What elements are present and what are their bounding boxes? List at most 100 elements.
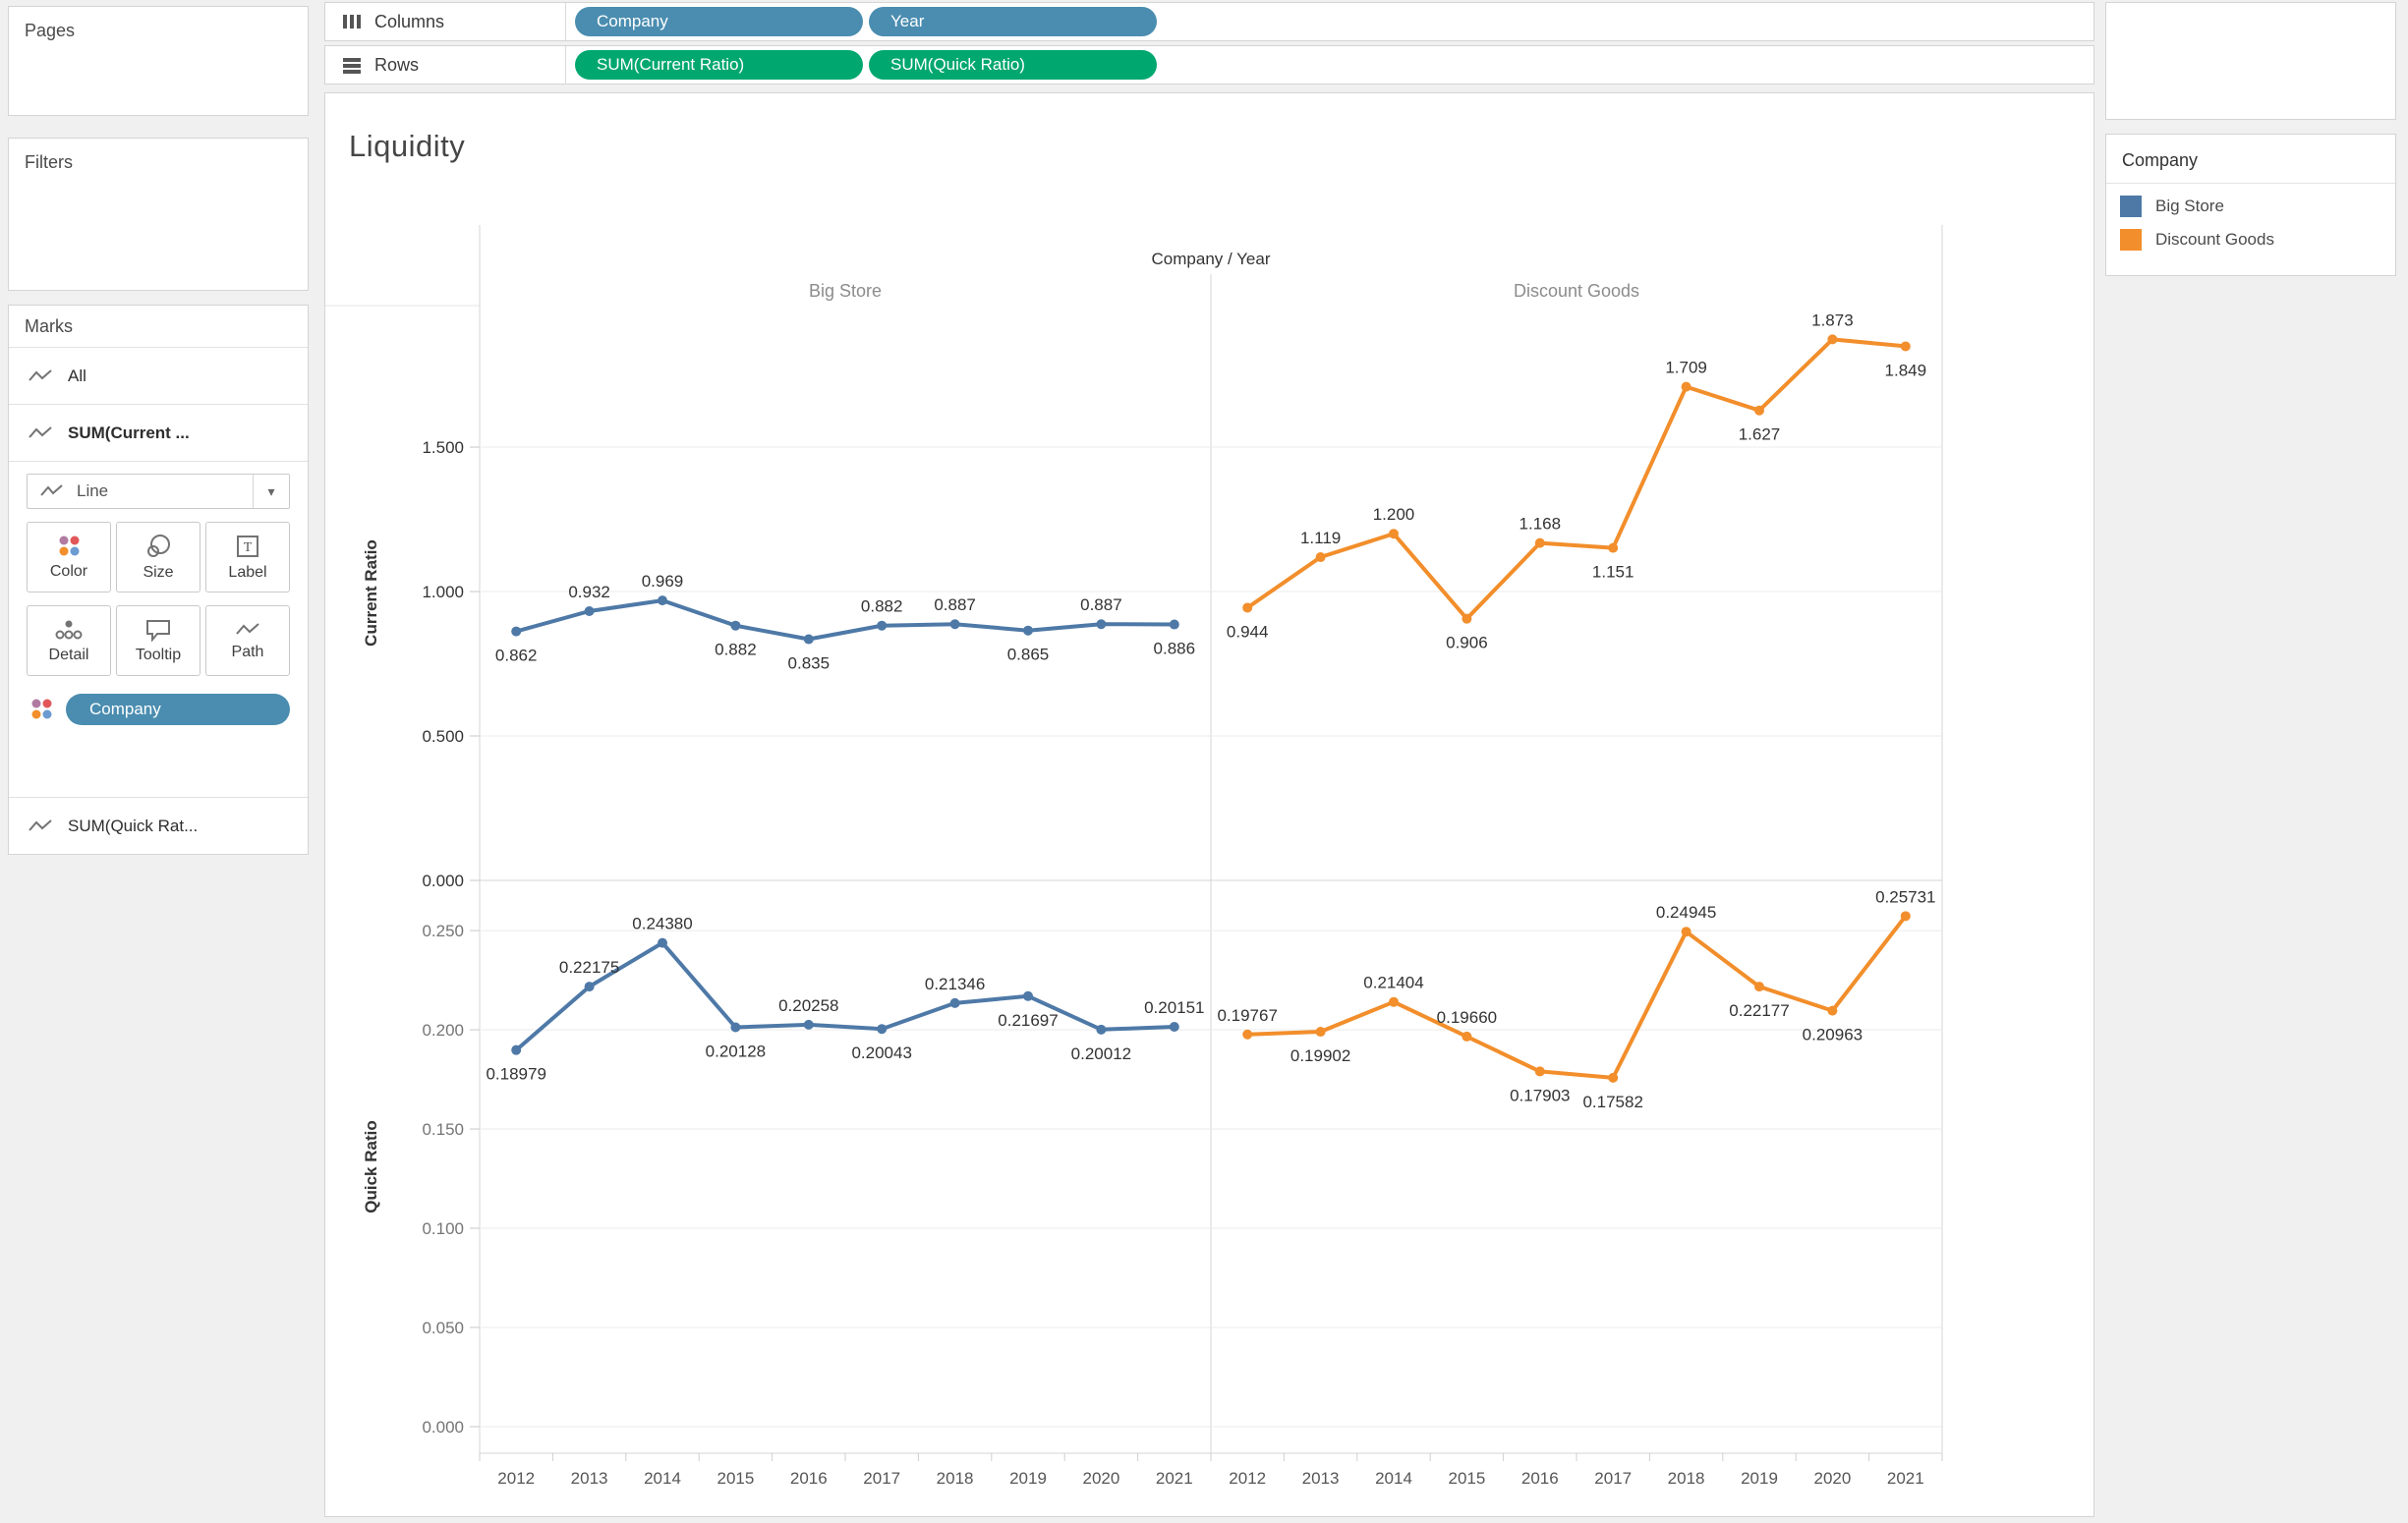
x-tick-label: 2018 <box>937 1469 974 1488</box>
data-point[interactable] <box>584 982 595 992</box>
x-tick-label: 2017 <box>863 1469 900 1488</box>
data-point[interactable] <box>1096 619 1107 630</box>
data-point[interactable] <box>1462 1031 1472 1042</box>
data-point[interactable] <box>1023 625 1033 636</box>
data-label: 0.17582 <box>1582 1093 1642 1111</box>
data-point[interactable] <box>1315 552 1326 563</box>
y-tick-label: 0.500 <box>422 727 464 746</box>
liquidity-chart[interactable]: Company / Year Big Store Discount Goods 0.0… <box>325 93 2093 1516</box>
data-point[interactable] <box>1023 990 1033 1001</box>
data-point[interactable] <box>1534 1066 1545 1077</box>
data-point[interactable] <box>1900 341 1911 352</box>
data-point[interactable] <box>1681 381 1691 392</box>
data-label: 0.19767 <box>1217 1006 1277 1025</box>
data-point[interactable] <box>1169 619 1179 630</box>
data-label: 0.20128 <box>706 1042 766 1060</box>
data-point[interactable] <box>658 937 667 948</box>
data-point[interactable] <box>1169 1022 1179 1033</box>
data-point[interactable] <box>1242 1029 1253 1040</box>
data-point[interactable] <box>877 1024 888 1035</box>
data-point[interactable] <box>658 595 667 606</box>
columns-shelf[interactable]: Columns Company Year <box>324 2 2094 41</box>
filters-shelf[interactable]: Filters <box>8 138 309 291</box>
pill-company[interactable]: Company <box>575 7 863 36</box>
series-line-discount-goods[interactable] <box>1245 914 1908 1080</box>
pill-sum-current-ratio[interactable]: SUM(Current Ratio) <box>575 50 863 80</box>
data-point[interactable] <box>1315 1027 1326 1038</box>
data-point[interactable] <box>1608 542 1619 553</box>
data-point[interactable] <box>584 606 595 617</box>
legend-item-discount-goods[interactable]: Discount Goods <box>2106 229 2395 251</box>
data-label: 0.22177 <box>1729 1001 1789 1020</box>
y-axis-title: Current Ratio <box>362 539 380 647</box>
data-label: 0.20151 <box>1144 998 1204 1017</box>
series-line-discount-goods[interactable] <box>1245 337 1908 621</box>
data-point[interactable] <box>949 997 960 1008</box>
data-label: 0.22175 <box>559 958 619 977</box>
series-line-big-store[interactable] <box>514 598 1176 642</box>
marks-company-pill[interactable]: Company <box>66 694 290 725</box>
data-point[interactable] <box>1681 927 1691 937</box>
legend-item-label: Discount Goods <box>2155 230 2274 249</box>
mark-type-dropdown[interactable]: Line ▾ <box>27 474 290 509</box>
chevron-down-icon[interactable]: ▾ <box>253 475 289 508</box>
size-button[interactable]: Size <box>116 522 201 592</box>
path-button[interactable]: Path <box>205 605 290 676</box>
data-label: 0.21346 <box>925 975 985 993</box>
data-point[interactable] <box>1462 613 1472 624</box>
facet-label: Discount Goods <box>1514 281 1639 301</box>
data-point[interactable] <box>1242 602 1253 613</box>
data-point[interactable] <box>1754 982 1764 992</box>
label-button[interactable]: T Label <box>205 522 290 592</box>
data-point[interactable] <box>1534 537 1545 548</box>
filters-title: Filters <box>25 152 73 172</box>
data-point[interactable] <box>1389 996 1399 1007</box>
data-point[interactable] <box>1608 1072 1619 1083</box>
x-tick-label: 2019 <box>1009 1469 1047 1488</box>
y-axis-title: Quick Ratio <box>362 1120 380 1213</box>
data-label: 0.887 <box>1080 595 1122 614</box>
big-store-swatch[interactable] <box>2120 196 2142 217</box>
marks-item-all[interactable]: All <box>9 347 308 404</box>
line-mark-icon <box>29 425 52 438</box>
data-label: 1.168 <box>1519 515 1562 534</box>
rows-shelf[interactable]: Rows SUM(Current Ratio) SUM(Quick Ratio) <box>324 45 2094 85</box>
pill-year[interactable]: Year <box>869 7 1157 36</box>
y-tick-label: 0.000 <box>422 1418 464 1437</box>
data-point[interactable] <box>1900 911 1911 922</box>
x-tick-label: 2020 <box>1813 1469 1851 1488</box>
rows-shelf-text: Rows <box>374 54 420 75</box>
pages-shelf[interactable]: Pages <box>8 6 309 116</box>
tooltip-button[interactable]: Tooltip <box>116 605 201 676</box>
legend-item-big-store[interactable]: Big Store <box>2106 196 2395 217</box>
data-point[interactable] <box>1827 334 1838 345</box>
data-label: 0.17903 <box>1510 1086 1570 1104</box>
y-tick-label: 0.000 <box>422 872 464 890</box>
data-label: 0.20043 <box>851 1044 911 1062</box>
discount-goods-swatch[interactable] <box>2120 229 2142 251</box>
pill-sum-quick-ratio[interactable]: SUM(Quick Ratio) <box>869 50 1157 80</box>
legend-title: Company <box>2106 135 2395 184</box>
data-label: 0.882 <box>861 597 903 616</box>
data-point[interactable] <box>877 620 888 631</box>
data-point[interactable] <box>511 626 522 637</box>
color-button[interactable]: Color <box>27 522 111 592</box>
data-point[interactable] <box>949 619 960 630</box>
marks-editor: Line ▾ Color Size <box>9 461 308 725</box>
data-point[interactable] <box>1389 529 1399 539</box>
series-line-big-store[interactable] <box>514 940 1176 1052</box>
data-point[interactable] <box>1827 1005 1838 1016</box>
data-label: 0.24945 <box>1656 903 1716 922</box>
data-point[interactable] <box>730 1022 741 1033</box>
marks-item-current-ratio[interactable]: SUM(Current ... <box>9 404 308 461</box>
data-point[interactable] <box>730 620 741 631</box>
marks-item-quick-ratio[interactable]: SUM(Quick Rat... <box>9 797 308 854</box>
data-point[interactable] <box>511 1044 522 1055</box>
detail-button[interactable]: Detail <box>27 605 111 676</box>
tooltip-bubble-icon <box>146 619 170 642</box>
data-point[interactable] <box>803 634 814 645</box>
tooltip-button-label: Tooltip <box>135 646 182 663</box>
data-point[interactable] <box>1096 1024 1107 1035</box>
data-point[interactable] <box>1754 405 1764 416</box>
data-point[interactable] <box>803 1019 814 1030</box>
